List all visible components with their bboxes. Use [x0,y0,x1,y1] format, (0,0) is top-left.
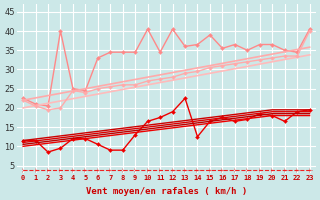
X-axis label: Vent moyen/en rafales ( km/h ): Vent moyen/en rafales ( km/h ) [86,187,247,196]
